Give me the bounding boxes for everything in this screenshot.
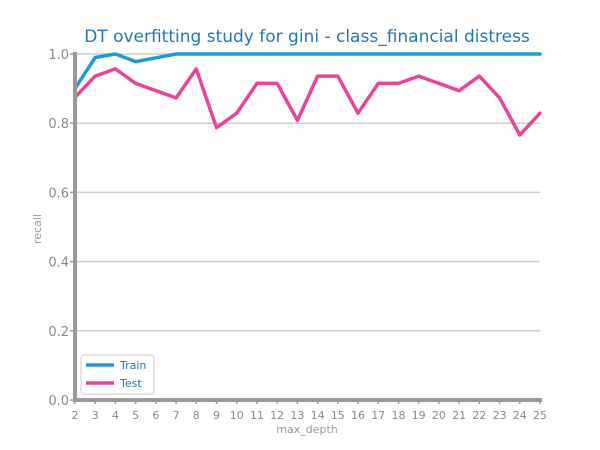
grid: [75, 53, 540, 401]
x-axis-label: max_depth: [276, 423, 338, 436]
ticks: 0.00.20.40.60.81.02 3 4 5 6 7 8 9 10 11 12 13 14 15 16…: [48, 48, 547, 422]
x-tick-label: 14: [311, 409, 325, 422]
legend-label-test: Test: [119, 377, 142, 390]
x-tick-label: 24: [513, 409, 527, 422]
x-tick-label: 18: [391, 409, 405, 422]
x-tick-label: 3: [92, 409, 99, 422]
series-lines: [73, 52, 542, 137]
x-tick-label: 4: [112, 409, 119, 422]
x-tick-label: 23: [493, 409, 507, 422]
y-tick-label: 0.2: [48, 325, 69, 340]
x-tick-label: 16: [351, 409, 365, 422]
x-tick-label: 7: [173, 409, 180, 422]
x-tick-label: 6: [152, 409, 159, 422]
series-line-train: [73, 52, 542, 91]
y-tick-label: 0.4: [48, 256, 69, 271]
x-tick-label: 19: [412, 409, 426, 422]
x-tick-label: 22: [472, 409, 486, 422]
x-tick-label: 17: [371, 409, 385, 422]
x-tick-label: 25: [533, 409, 547, 422]
series-line-test: [73, 67, 542, 137]
x-tick-label: 15: [331, 409, 345, 422]
x-tick-label: 11: [250, 409, 264, 422]
x-tick-label: 8: [193, 409, 200, 422]
y-tick-label: 0.8: [48, 117, 69, 132]
y-tick-label: 1.0: [48, 48, 69, 63]
y-tick-label: 0.0: [48, 394, 69, 409]
x-tick-label: 20: [432, 409, 446, 422]
x-tick-label: 2: [72, 409, 79, 422]
x-tick-label: 13: [290, 409, 304, 422]
chart-title: DT overfitting study for gini - class_fi…: [84, 27, 530, 47]
x-tick-label: 5: [132, 409, 139, 422]
x-tick-label: 21: [452, 409, 466, 422]
y-axis-label: recall: [31, 214, 44, 244]
x-tick-label: 12: [270, 409, 284, 422]
y-tick-label: 0.6: [48, 186, 69, 201]
x-tick-label: 10: [230, 409, 244, 422]
axes: [73, 52, 542, 402]
legend-label-train: Train: [119, 359, 146, 372]
x-tick-label: 9: [213, 409, 220, 422]
legend: Train Test: [80, 354, 155, 395]
